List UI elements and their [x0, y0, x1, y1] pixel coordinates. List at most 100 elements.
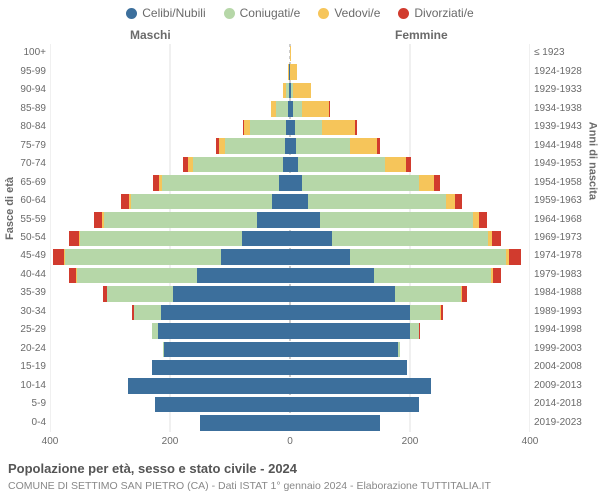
birth-year-label: 1959-1963	[534, 195, 600, 206]
segment	[290, 268, 374, 283]
segment	[332, 231, 488, 246]
age-band-label: 45-49	[2, 250, 46, 261]
legend-label: Vedovi/e	[334, 6, 380, 20]
segment	[395, 286, 461, 301]
male-bar	[216, 138, 290, 153]
male-bar	[53, 249, 290, 264]
male-bar	[152, 360, 290, 375]
column-header-female: Femmine	[395, 28, 448, 42]
x-tick-label: 400	[522, 436, 539, 447]
segment	[290, 378, 431, 393]
segment	[53, 249, 64, 264]
age-band-label: 80-84	[2, 121, 46, 132]
segment	[509, 249, 521, 264]
female-bar	[290, 231, 501, 246]
segment	[355, 120, 357, 135]
segment	[406, 157, 411, 172]
male-bar	[243, 120, 290, 135]
male-bar	[153, 175, 290, 190]
segment	[377, 138, 380, 153]
male-bar	[121, 194, 290, 209]
segment	[290, 342, 398, 357]
segment	[290, 397, 419, 412]
segment	[329, 101, 330, 116]
age-band-row	[50, 81, 530, 99]
segment	[419, 323, 420, 338]
age-band-row	[50, 99, 530, 117]
segment	[257, 212, 290, 227]
female-bar	[290, 305, 443, 320]
segment	[293, 101, 302, 116]
age-band-label: 25-29	[2, 324, 46, 335]
legend-label: Divorziati/e	[414, 6, 473, 20]
segment	[302, 101, 329, 116]
birth-year-label: 1969-1973	[534, 232, 600, 243]
age-band-label: 85-89	[2, 103, 46, 114]
age-band-row	[50, 210, 530, 228]
segment	[77, 268, 197, 283]
age-band-label: 40-44	[2, 269, 46, 280]
segment	[272, 194, 290, 209]
segment	[290, 360, 407, 375]
female-bar	[290, 415, 380, 430]
segment	[290, 323, 410, 338]
male-bar	[69, 268, 290, 283]
age-band-label: 60-64	[2, 195, 46, 206]
segment	[290, 286, 395, 301]
segment	[290, 231, 332, 246]
segment	[290, 46, 291, 61]
male-bar	[69, 231, 290, 246]
legend-label: Celibi/Nubili	[142, 6, 205, 20]
birth-year-label: 1924-1928	[534, 66, 600, 77]
segment	[121, 194, 128, 209]
segment	[479, 212, 487, 227]
birth-year-label: 2004-2008	[534, 361, 600, 372]
birth-year-label: 1949-1953	[534, 158, 600, 169]
x-tick-label: 400	[42, 436, 59, 447]
footer-subtitle: COMUNE DI SETTIMO SAN PIETRO (CA) - Dati…	[8, 480, 491, 492]
female-bar	[290, 46, 291, 61]
segment	[322, 120, 355, 135]
legend-item: Celibi/Nubili	[126, 6, 205, 20]
age-band-row	[50, 229, 530, 247]
age-band-label: 5-9	[2, 398, 46, 409]
birth-year-label: ≤ 1923	[534, 47, 600, 58]
age-band-row	[50, 284, 530, 302]
segment	[104, 212, 257, 227]
segment	[290, 194, 308, 209]
segment	[419, 175, 434, 190]
x-tick-label: 200	[162, 436, 179, 447]
segment	[290, 415, 380, 430]
segment	[173, 286, 290, 301]
segment	[283, 157, 290, 172]
swatch-celibi	[126, 8, 137, 19]
segment	[290, 175, 302, 190]
segment	[385, 157, 406, 172]
male-bar	[152, 323, 290, 338]
age-band-row	[50, 340, 530, 358]
segment	[128, 378, 290, 393]
female-bar	[290, 138, 380, 153]
age-band-row	[50, 376, 530, 394]
segment	[94, 212, 102, 227]
column-header-male: Maschi	[130, 28, 171, 42]
age-band-label: 10-14	[2, 380, 46, 391]
age-band-row	[50, 118, 530, 136]
segment	[162, 175, 279, 190]
swatch-vedovi	[318, 8, 329, 19]
segment	[131, 194, 272, 209]
female-bar	[290, 120, 357, 135]
birth-year-label: 1934-1938	[534, 103, 600, 114]
segment	[225, 138, 285, 153]
swatch-divorziati	[398, 8, 409, 19]
segment	[434, 175, 440, 190]
male-bar	[271, 101, 290, 116]
age-band-label: 35-39	[2, 287, 46, 298]
segment	[350, 249, 506, 264]
legend-item: Divorziati/e	[398, 6, 473, 20]
age-band-label: 95-99	[2, 66, 46, 77]
birth-year-label: 1994-1998	[534, 324, 600, 335]
male-bar	[128, 378, 290, 393]
segment	[298, 157, 385, 172]
age-band-row	[50, 321, 530, 339]
